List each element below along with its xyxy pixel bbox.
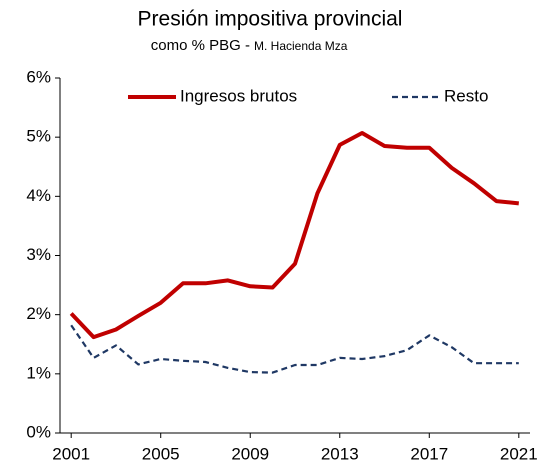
- line-series: [70, 324, 519, 374]
- line-series: [69, 131, 520, 340]
- legend-label: Ingresos brutos: [180, 86, 297, 105]
- y-tick-label: 2%: [26, 304, 51, 323]
- y-tick-label: 0%: [26, 422, 51, 441]
- x-tick-label: 2021: [500, 444, 538, 463]
- x-tick-label: 2001: [52, 444, 90, 463]
- legend-label: Resto: [444, 86, 488, 105]
- x-tick-label: 2013: [321, 444, 359, 463]
- x-tick-label: 2005: [142, 444, 180, 463]
- y-tick-label: 3%: [26, 245, 51, 264]
- chart-subtitle: como % PBG -: [151, 37, 250, 54]
- y-tick-label: 5%: [26, 127, 51, 146]
- y-tick-label: 1%: [26, 363, 51, 382]
- chart-source: M. Hacienda Mza: [254, 39, 348, 53]
- y-tick-label: 6%: [26, 67, 51, 86]
- chart-title: Presión impositiva provincial: [138, 8, 403, 31]
- x-tick-label: 2009: [231, 444, 269, 463]
- x-tick-label: 2017: [410, 444, 448, 463]
- y-tick-label: 4%: [26, 186, 51, 205]
